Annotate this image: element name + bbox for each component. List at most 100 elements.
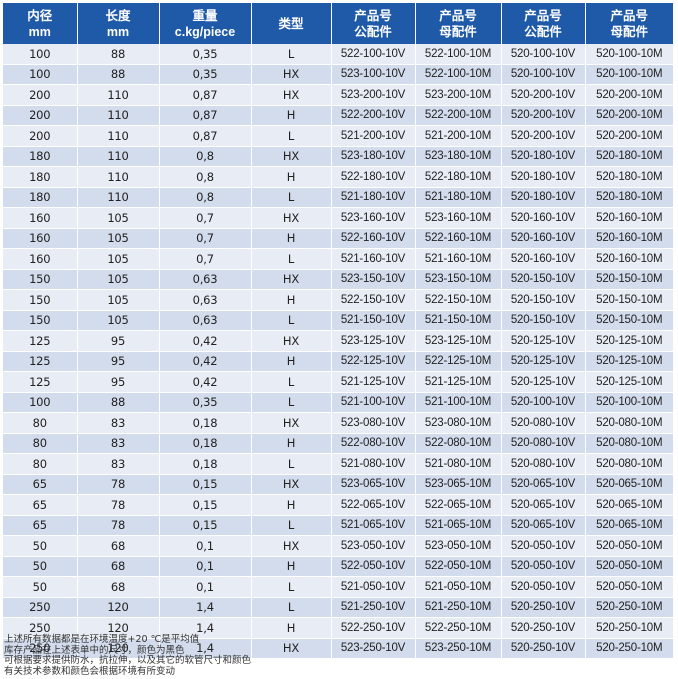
product-no-female-2-cell: 520-200-10M — [585, 105, 673, 126]
product-no-female-2-cell: 520-160-10M — [585, 248, 673, 270]
product-no-male-cell: 523-125-10V — [331, 330, 416, 352]
inner-diameter-cell: 250 — [3, 617, 78, 639]
length-cell: 120 — [77, 597, 160, 618]
product-no-male-2-cell: 520-200-10V — [501, 125, 586, 147]
product-no-female-cell: 522-150-10M — [415, 289, 502, 311]
product-no-female-cell: 522-080-10M — [415, 433, 502, 454]
table-row: 200 110 0,87 L 521-200-10V 521-200-10M 520-200… — [3, 125, 673, 147]
product-no-male-2-cell: 520-200-10V — [501, 105, 586, 126]
product-no-male-cell: 521-080-10V — [331, 453, 416, 475]
product-no-female-cell: 523-180-10M — [415, 146, 502, 167]
product-no-female-2-cell: 520-200-10M — [585, 84, 673, 106]
footnote-line: 上述所有数据都是在环境温度+20 ℃是平均值 — [4, 634, 200, 645]
product-no-female-cell: 521-050-10M — [415, 576, 502, 598]
product-no-male-cell: 522-125-10V — [331, 351, 416, 372]
weight-cell: 0,63 — [159, 289, 252, 311]
type-cell: HX — [251, 330, 332, 352]
product-no-male-2-cell: 520-125-10V — [501, 330, 586, 352]
product-no-female-2-cell: 520-065-10M — [585, 515, 673, 536]
product-no-female-2-cell: 520-080-10M — [585, 412, 673, 434]
footnote-line: 可根据要求提供防水，抗拉伸，以及其它的软管尺寸和颜色 — [4, 655, 252, 666]
product-no-male-2-cell: 520-065-10V — [501, 474, 586, 495]
inner-diameter-cell: 160 — [3, 207, 78, 229]
product-no-male-cell: 522-250-10V — [331, 617, 416, 639]
product-no-female-2-cell: 520-200-10M — [585, 125, 673, 147]
type-cell: HX — [251, 207, 332, 229]
table-row: 125 95 0,42 L 521-125-10V 521-125-10M 520-125-… — [3, 371, 673, 393]
product-no-male-cell: 521-065-10V — [331, 515, 416, 536]
product-no-male-header: 产品号 公配件 — [331, 3, 416, 44]
type-cell: L — [251, 371, 332, 393]
weight-cell: 0,63 — [159, 310, 252, 331]
weight-cell: 0,1 — [159, 576, 252, 598]
product-no-male-2-cell: 520-050-10V — [501, 535, 586, 557]
length-cell: 105 — [77, 310, 160, 331]
inner-diameter-cell: 50 — [3, 535, 78, 557]
type-cell: H — [251, 351, 332, 372]
weight-cell: 0,18 — [159, 412, 252, 434]
table-row: 65 78 0,15 L 521-065-10V 521-065-10M 520-065-1… — [3, 515, 673, 536]
inner-diameter-cell: 125 — [3, 330, 78, 352]
table-row: 180 110 0,8 HX 523-180-10V 523-180-10M 520-180… — [3, 146, 673, 167]
type-cell: HX — [251, 535, 332, 557]
product-no-male-2-cell: 520-100-10V — [501, 392, 586, 413]
product-no-female-cell: 521-100-10M — [415, 392, 502, 413]
type-cell: H — [251, 494, 332, 516]
weight-cell: 0,87 — [159, 84, 252, 106]
product-no-female-2-cell: 520-250-10M — [585, 638, 673, 659]
product-no-female-header: 产品号 母配件 — [415, 3, 502, 44]
product-no-male-cell: 521-250-10V — [331, 597, 416, 618]
length-cell: 110 — [77, 84, 160, 106]
product-no-female-cell: 521-160-10M — [415, 248, 502, 270]
header-line2: mm — [106, 24, 130, 39]
product-no-male-2-cell: 520-200-10V — [501, 84, 586, 106]
table-row: 150 105 0,63 L 521-150-10V 521-150-10M 520-150… — [3, 310, 673, 331]
type-cell: L — [251, 392, 332, 413]
length-cell: 78 — [77, 474, 160, 495]
table-row: 50 68 0,1 L 521-050-10V 521-050-10M 520-050-10… — [3, 576, 673, 598]
length-cell: 110 — [77, 146, 160, 167]
product-no-female-2-cell: 520-050-10M — [585, 535, 673, 557]
product-no-male-2-cell: 520-180-10V — [501, 187, 586, 208]
weight-cell: 0,63 — [159, 269, 252, 290]
table-row: 65 78 0,15 HX 523-065-10V 523-065-10M 520-065-… — [3, 474, 673, 495]
product-no-male-2-cell: 520-065-10V — [501, 494, 586, 516]
product-no-male-cell: 522-065-10V — [331, 494, 416, 516]
header-line2: 母配件 — [610, 24, 648, 39]
product-no-male-2-header: 产品号 公配件 — [501, 3, 586, 44]
type-cell: HX — [251, 638, 332, 659]
product-no-female-2-cell: 520-160-10M — [585, 228, 673, 249]
product-no-male-2-cell: 520-065-10V — [501, 515, 586, 536]
table-row: 250 120 1,4 HX 523-250-10V 523-250-10M 520-250… — [3, 638, 673, 659]
product-no-male-2-cell: 520-150-10V — [501, 269, 586, 290]
table-row: 180 110 0,8 L 521-180-10V 521-180-10M 520-180-… — [3, 187, 673, 208]
product-no-female-cell: 521-150-10M — [415, 310, 502, 331]
length-cell: 78 — [77, 494, 160, 516]
header-line1: 产品号 — [354, 8, 392, 23]
product-no-female-2-cell: 520-080-10M — [585, 433, 673, 454]
table-row: 50 68 0,1 H 522-050-10V 522-050-10M 520-050-10… — [3, 556, 673, 577]
product-no-male-2-cell: 520-100-10V — [501, 44, 586, 65]
header-line1: 产品号 — [439, 8, 477, 23]
product-no-male-cell: 523-200-10V — [331, 84, 416, 106]
weight-cell: 0,35 — [159, 64, 252, 85]
inner-diameter-cell: 100 — [3, 44, 78, 65]
length-cell: 110 — [77, 166, 160, 188]
product-no-male-cell: 523-150-10V — [331, 269, 416, 290]
product-no-male-cell: 522-080-10V — [331, 433, 416, 454]
product-no-female-cell: 521-250-10M — [415, 597, 502, 618]
type-cell: H — [251, 556, 332, 577]
type-cell: L — [251, 125, 332, 147]
weight-cell: 0,42 — [159, 371, 252, 393]
product-no-female-2-cell: 520-180-10M — [585, 166, 673, 188]
length-cell: 110 — [77, 125, 160, 147]
product-no-female-cell: 521-180-10M — [415, 187, 502, 208]
product-no-female-cell: 523-200-10M — [415, 84, 502, 106]
weight-cell: 0,15 — [159, 494, 252, 516]
length-cell: 83 — [77, 453, 160, 475]
length-cell: 83 — [77, 433, 160, 454]
table-body: 100 88 0,35 L 522-100-10V 522-100-10M 520-100-… — [3, 44, 673, 659]
product-no-female-2-cell: 520-160-10M — [585, 207, 673, 229]
header-line1: 内径 — [27, 8, 53, 23]
type-cell: H — [251, 228, 332, 249]
